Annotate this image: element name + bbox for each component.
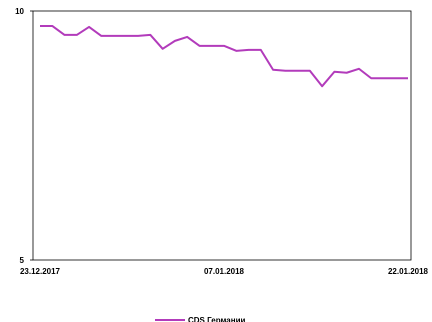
- y-tick-label: 10: [15, 7, 24, 16]
- x-tick-label: 23.12.2017: [20, 267, 61, 276]
- data-line: [40, 24, 408, 88]
- legend-label: CDS Германии: [188, 316, 245, 322]
- x-tick-label: 07.01.2018: [204, 267, 245, 276]
- x-tick-label: 22.01.2018: [388, 267, 429, 276]
- y-tick-label: 5: [20, 256, 25, 265]
- plot-frame: [32, 10, 412, 261]
